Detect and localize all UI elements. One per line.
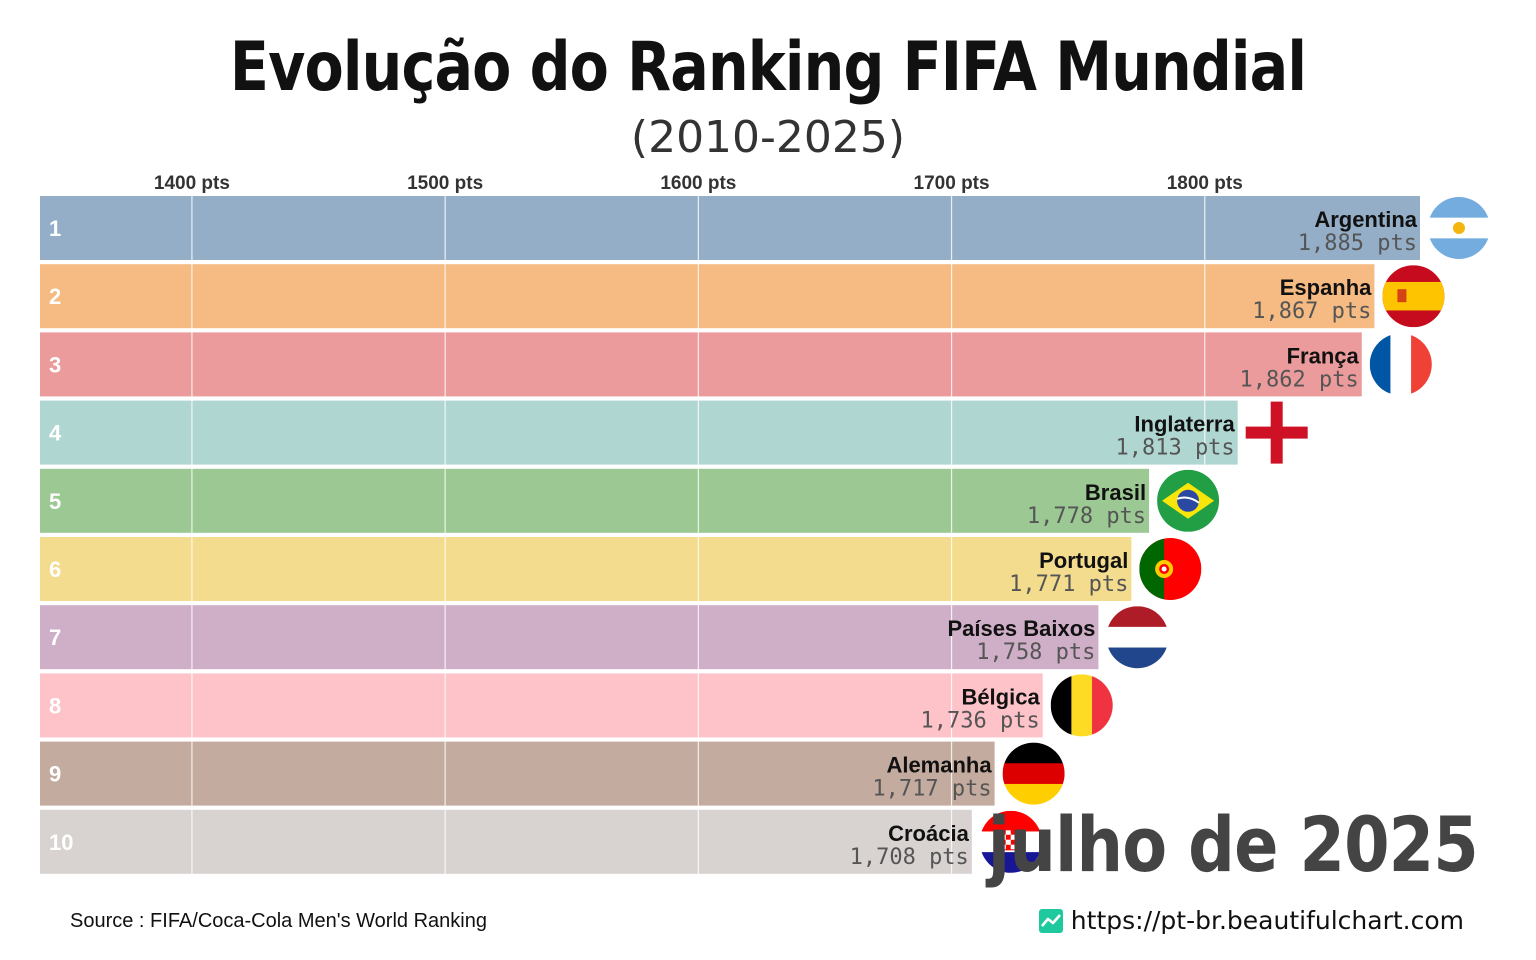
x-tick-label: 1500 pts (407, 173, 483, 194)
value-label: 1,717 pts (872, 777, 991, 802)
country-label: Portugal (1039, 548, 1128, 573)
value-label: 1,885 pts (1298, 231, 1417, 256)
x-axis-ticks: 1400 pts 1500 pts 1600 pts 1700 pts 1800 pts (154, 173, 1243, 194)
bar-chart: 1400 pts 1500 pts 1600 pts 1700 pts 1800 pts… (40, 173, 1490, 878)
bar (40, 332, 1362, 397)
country-label: Bélgica (961, 684, 1040, 709)
rank-label: 6 (49, 557, 61, 582)
chart-title: Evolução do Ranking FIFA Mundial (229, 28, 1307, 107)
croatia-flag-icon (979, 810, 1042, 873)
bar (40, 605, 1099, 670)
country-label: Brasil (1085, 480, 1146, 505)
france-flag-icon (1369, 333, 1432, 396)
value-label: 1,813 pts (1115, 436, 1234, 461)
chart-subtitle: (2010-2025) (630, 112, 906, 163)
x-tick-label: 1800 pts (1167, 173, 1243, 194)
chart-line-icon (1038, 908, 1063, 933)
rank-label: 4 (49, 421, 62, 446)
x-tick-label: 1700 pts (914, 173, 990, 194)
bar (40, 741, 995, 806)
rank-label: 8 (49, 693, 61, 718)
portugal-flag-icon (1139, 538, 1202, 600)
argentina-flag-icon (1428, 197, 1490, 259)
rank-label: 1 (49, 216, 61, 241)
country-label: França (1287, 343, 1360, 368)
spain-flag-icon (1382, 265, 1445, 328)
value-label: 1,758 pts (976, 640, 1095, 665)
bar (40, 673, 1043, 738)
rank-label: 5 (49, 489, 61, 514)
rank-label: 2 (49, 284, 61, 309)
value-label: 1,736 pts (920, 708, 1039, 733)
rank-label: 9 (49, 762, 61, 787)
bar (40, 264, 1375, 329)
x-tick-label: 1600 pts (660, 173, 736, 194)
value-label: 1,867 pts (1252, 299, 1371, 324)
country-label: Países Baixos (947, 616, 1095, 641)
england-flag-icon (1245, 401, 1308, 464)
value-label: 1,778 pts (1027, 504, 1146, 529)
rank-label: 3 (49, 352, 61, 377)
bar (40, 196, 1420, 260)
bar (40, 400, 1238, 465)
site-link[interactable]: https://pt-br.beautifulchart.com (1038, 906, 1464, 935)
country-label: Argentina (1314, 207, 1417, 232)
bar (40, 537, 1132, 601)
source-note: Source : FIFA/Coca-Cola Men's World Rank… (70, 910, 487, 932)
period-label: julho de 2025 (987, 800, 1479, 889)
site-url[interactable]: https://pt-br.beautifulchart.com (1070, 906, 1464, 935)
country-label: Inglaterra (1134, 412, 1235, 437)
netherlands-flag-icon (1106, 606, 1169, 669)
value-label: 1,862 pts (1240, 367, 1359, 392)
country-label: Alemanha (886, 753, 992, 778)
grid-overlay (191, 196, 1206, 878)
x-tick-label: 1400 pts (154, 173, 230, 194)
germany-flag-icon (1002, 742, 1065, 805)
country-label: Croácia (888, 821, 969, 846)
value-label: 1,771 pts (1009, 572, 1128, 597)
bar (40, 809, 972, 874)
brazil-flag-icon (1157, 469, 1220, 532)
bar (40, 468, 1150, 533)
country-label: Espanha (1280, 275, 1372, 300)
value-label: 1,708 pts (850, 845, 969, 870)
bars (40, 196, 1420, 874)
belgium-flag-icon (1050, 674, 1113, 737)
rank-label: 10 (49, 830, 73, 855)
rank-label: 7 (49, 625, 61, 650)
